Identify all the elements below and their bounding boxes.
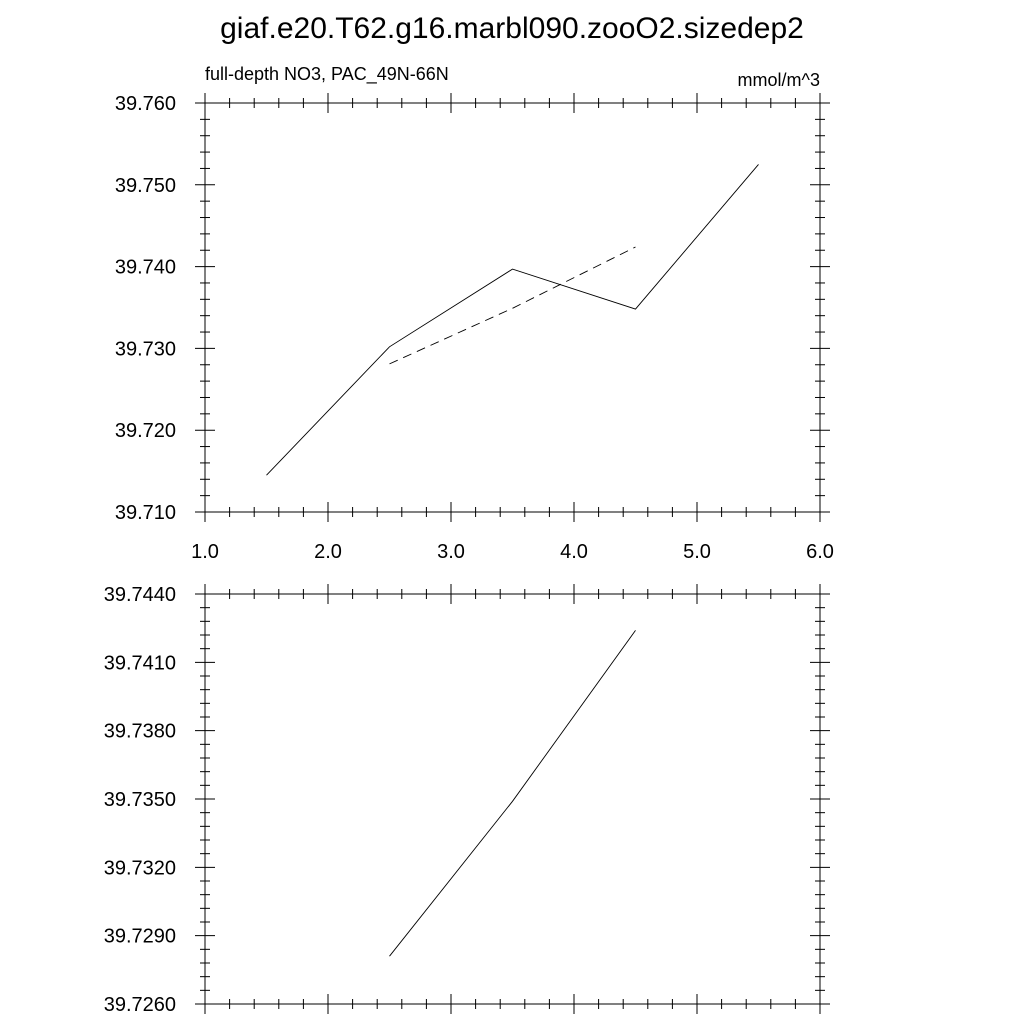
series-line-2 (389, 246, 636, 365)
chart-bottom-panel: 39.7260 39.7290 39.7320 39.7350 39.7380 39.74… (104, 584, 830, 1016)
y-tick-label: 39.7350 (104, 789, 176, 811)
x-tick-label: 2.0 (314, 541, 342, 563)
chart-top-panel: 1.0 2.0 3.0 4.0 5.0 6.0 39.710 39.720 39.730 39.7… (115, 64, 834, 563)
y-tick-label: 39.7290 (104, 926, 176, 948)
series-line-1 (389, 630, 636, 957)
y-tick-label: 39.710 (115, 502, 176, 524)
plot-frame (204, 593, 821, 1005)
x-tick-label: 3.0 (437, 541, 465, 563)
y-tick-label: 39.7320 (104, 857, 176, 879)
x-tick-label: 4.0 (560, 541, 588, 563)
plot-frame (204, 102, 821, 513)
series-line-1 (266, 164, 759, 476)
y-tick-label: 39.740 (115, 257, 176, 279)
y-tick-label: 39.760 (115, 93, 176, 115)
y-tick-label: 39.750 (115, 175, 176, 197)
plot-left-label: full-depth NO3, PAC_49N-66N (205, 64, 449, 85)
y-tick-label: 39.7410 (104, 652, 176, 674)
x-tick-label: 6.0 (806, 541, 834, 563)
y-tick-label: 39.7440 (104, 584, 176, 606)
plot-units-label: mmol/m^3 (738, 70, 820, 90)
y-tick-label: 39.730 (115, 338, 176, 360)
x-tick-label: 5.0 (683, 541, 711, 563)
x-tick-label: 1.0 (191, 541, 219, 563)
y-tick-label: 39.720 (115, 420, 176, 442)
y-tick-label: 39.7380 (104, 721, 176, 743)
figure-title: giaf.e20.T62.g16.marbl090.zooO2.sizedep2 (220, 12, 804, 45)
y-tick-label: 39.7260 (104, 994, 176, 1016)
